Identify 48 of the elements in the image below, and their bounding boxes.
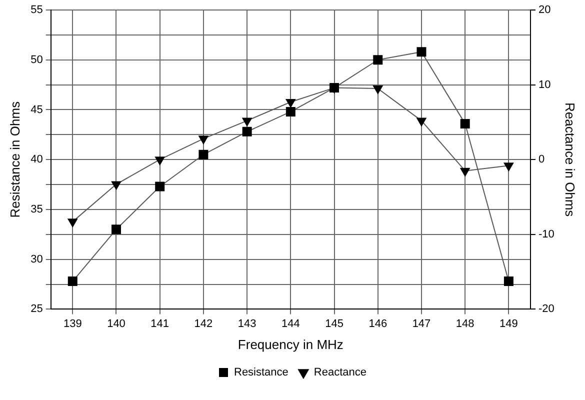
x-tick-label: 147 [412,318,431,330]
x-tick-label: 149 [500,318,518,330]
y2-tick-label: 10 [538,78,551,91]
x-tick-label: 140 [107,318,126,330]
y2-tick-label: -20 [538,303,554,316]
point [373,55,383,65]
point [416,47,426,57]
y2-tick-label: 20 [538,4,551,16]
y-tick-label: 45 [30,104,43,116]
point [373,86,383,94]
point [504,276,514,286]
point [460,118,470,128]
x-tick-label: 143 [238,318,256,330]
y-tick-label: 25 [30,303,43,316]
point [155,156,165,166]
x-tick-label: 146 [368,318,388,330]
x-tick-label: 145 [325,318,344,330]
point [112,224,121,234]
point [68,276,78,286]
y-tick-label: 55 [30,4,43,16]
point [416,118,426,126]
x-tick-label: 144 [281,318,300,330]
point [286,99,296,108]
point [242,118,252,126]
y2-tick-label: -10 [538,228,554,240]
point [504,162,514,172]
point [111,181,122,190]
x-tick-label: 142 [194,318,213,330]
legend-label: Resistance [234,366,288,379]
x-axis-title: Frequency in MHz [238,336,344,352]
point [460,168,470,176]
y-tick-label: 30 [30,253,43,266]
x-tick-label: 148 [456,318,474,330]
legend-label: Reactance [314,366,367,379]
point [155,182,165,192]
y2-axis-title: Reactance in Ohms [562,102,578,218]
point [68,218,78,228]
point [286,106,296,116]
y-tick-label: 40 [30,154,43,166]
x-tick-label: 141 [150,318,170,330]
point [198,150,208,160]
y2-tick-label: 0 [538,154,545,166]
point [198,136,208,144]
y-tick-label: 35 [30,204,43,216]
x-tick-label: 139 [63,318,82,330]
y-tick-label: 50 [30,54,43,66]
point [242,126,252,136]
y-axis-title: Resistance in Ohms [7,100,22,218]
